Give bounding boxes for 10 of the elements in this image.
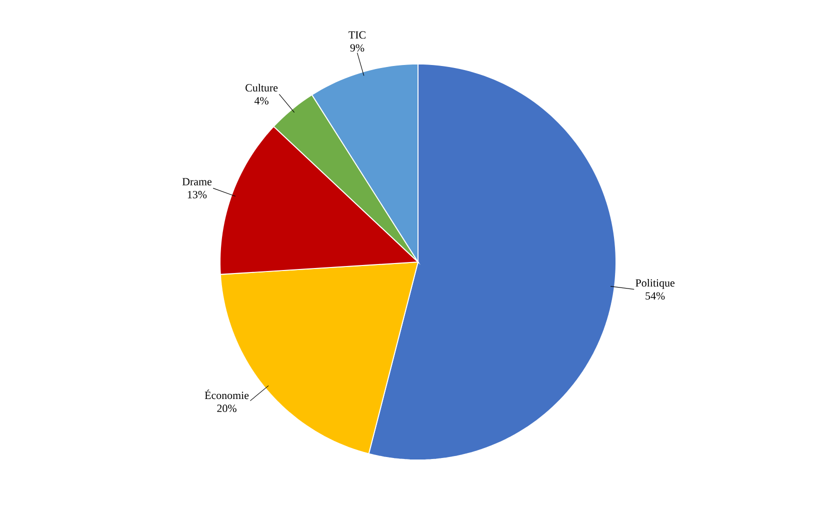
- slice-label: Politique: [636, 278, 674, 289]
- slice-label: Économie: [204, 390, 249, 400]
- data-label: 54%: [646, 292, 665, 300]
- data-label: 4%: [254, 97, 268, 105]
- slice-label: Drame: [182, 178, 212, 186]
- data-label: 9%: [350, 44, 364, 52]
- data-label: 13%: [188, 190, 207, 198]
- data-label: 20%: [217, 404, 236, 412]
- slice-label: TIC: [348, 31, 366, 39]
- slice-label: Culture: [246, 84, 278, 92]
